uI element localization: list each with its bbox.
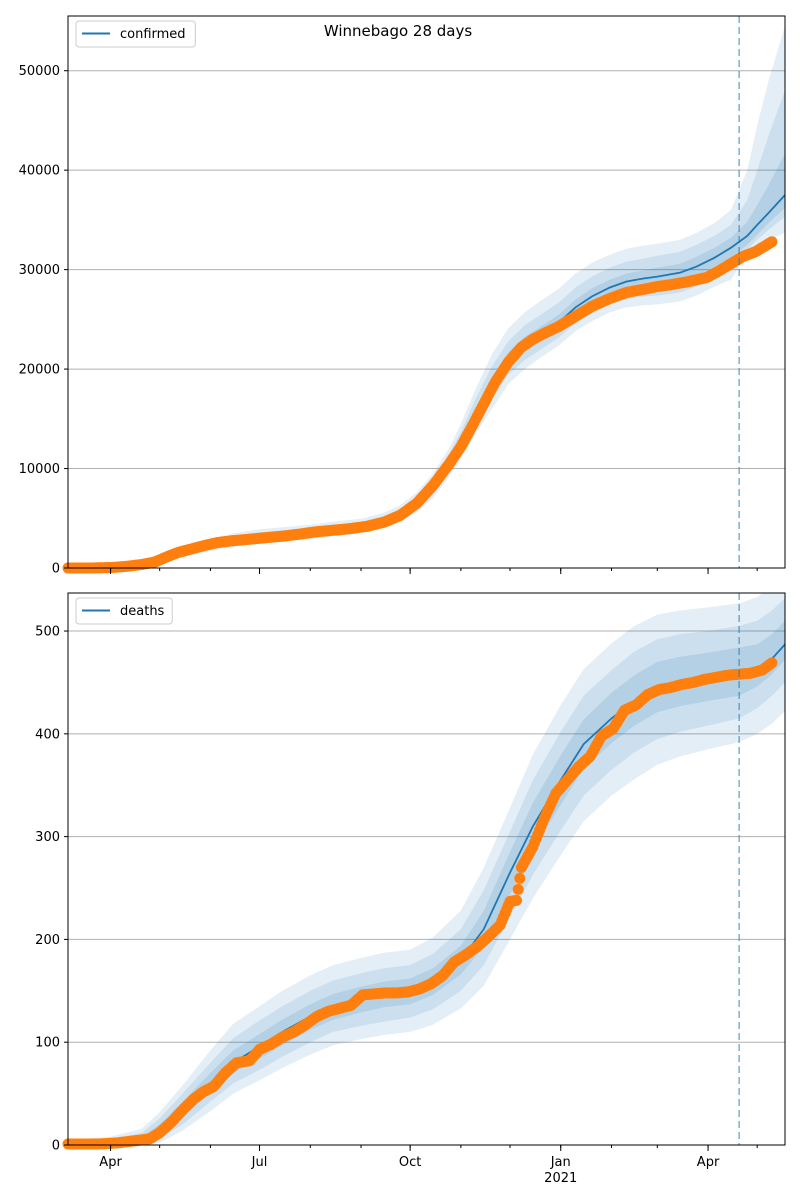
y-tick-label: 50000 — [19, 64, 60, 79]
confirmed-y-axis: 0 10000 20000 30000 40000 50000 — [19, 64, 68, 577]
x-axis-year-label: 2021 — [544, 1171, 577, 1186]
y-tick-label: 400 — [35, 727, 60, 742]
x-tick-label: Apr — [697, 1155, 720, 1170]
deaths-legend: deaths — [75, 597, 173, 625]
y-tick-label: 100 — [35, 1036, 60, 1051]
deaths-legend-box — [75, 597, 173, 625]
observed-point — [766, 236, 778, 248]
x-tick-label: Jul — [251, 1155, 268, 1170]
y-tick-label: 10000 — [19, 462, 60, 477]
y-tick-label: 500 — [35, 625, 60, 640]
deaths-legend-label: deaths — [120, 604, 165, 619]
chart-title: Winnebago 28 days — [324, 22, 473, 40]
observed-point — [514, 872, 526, 884]
x-tick-label: Apr — [99, 1155, 122, 1170]
y-tick-label: 300 — [35, 830, 60, 845]
observed-point — [511, 894, 522, 906]
y-tick-label: 200 — [35, 933, 60, 948]
confirmed-legend-box — [75, 20, 196, 48]
observed-point — [512, 883, 524, 895]
y-tick-label: 0 — [52, 1139, 60, 1154]
confirmed-panel: 0 10000 20000 30000 40000 50000 confirmed — [19, 15, 786, 577]
confirmed-uncertainty-bands — [68, 25, 785, 568]
x-tick-label: Jan — [550, 1155, 571, 1170]
x-tick-label: Oct — [399, 1155, 421, 1170]
confirmed-legend: confirmed — [75, 20, 196, 48]
deaths-panel: 0 100 200 300 400 500 Apr Jul Oct Jan Apr deaths — [35, 592, 786, 1170]
confirmed-observed-points — [62, 236, 778, 574]
y-tick-label: 0 — [52, 562, 60, 577]
y-tick-label: 20000 — [19, 363, 60, 378]
deaths-y-axis: 0 100 200 300 400 500 — [35, 625, 68, 1154]
y-tick-label: 30000 — [19, 263, 60, 278]
confirmed-plot-frame — [67, 15, 786, 569]
deaths-plot-frame — [67, 592, 786, 1146]
uncertainty-band — [68, 25, 785, 568]
deaths-observed-points — [62, 657, 778, 1150]
deaths-x-axis: Apr Jul Oct Jan Apr — [99, 1145, 758, 1170]
y-tick-label: 40000 — [19, 164, 60, 179]
confirmed-legend-label: confirmed — [120, 27, 186, 42]
observed-point — [766, 657, 778, 669]
